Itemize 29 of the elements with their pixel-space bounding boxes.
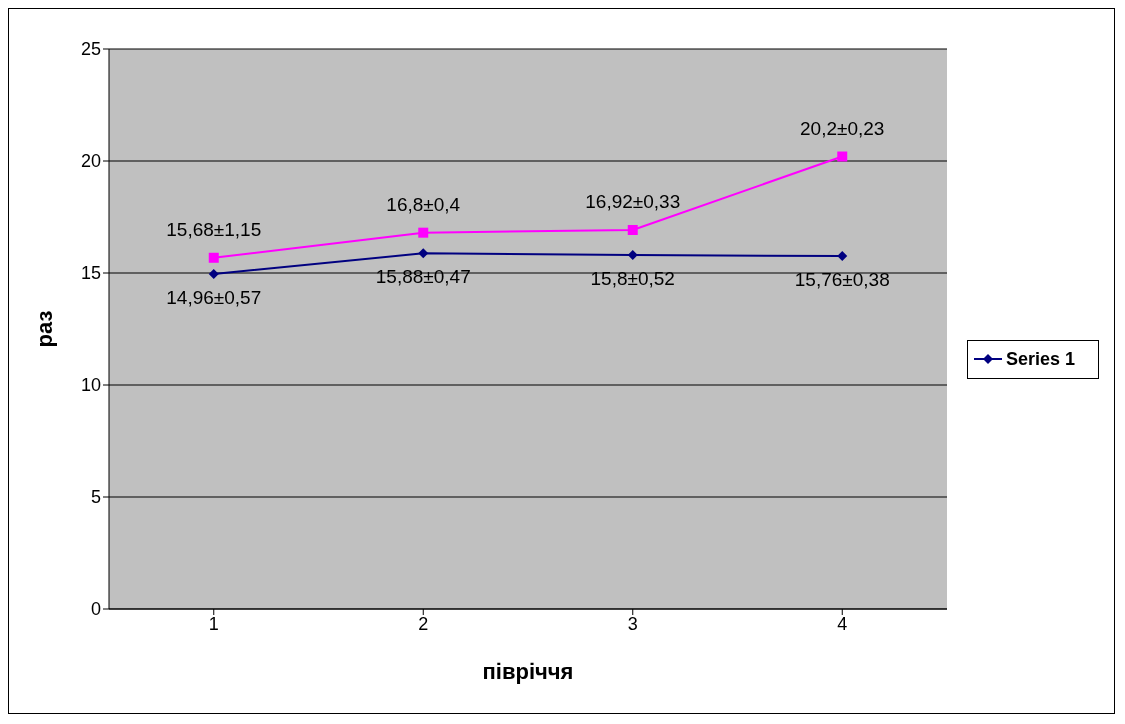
y-tick-label: 15 xyxy=(80,263,101,284)
point xyxy=(837,250,848,261)
y-tick-label: 25 xyxy=(80,39,101,60)
x-tick-label: 3 xyxy=(627,613,638,634)
data-label: 16,8±0,4 xyxy=(386,193,461,215)
x-axis-title: півріччя xyxy=(482,659,574,684)
point xyxy=(627,224,638,235)
data-label: 16,92±0,33 xyxy=(585,190,681,212)
y-tick-label: 0 xyxy=(90,599,101,620)
point xyxy=(418,227,429,238)
y-tick-label: 20 xyxy=(80,151,101,172)
legend-label: Series 1 xyxy=(1006,348,1076,370)
data-label: 15,88±0,47 xyxy=(375,266,471,288)
point xyxy=(837,151,848,162)
point xyxy=(627,250,638,261)
y-axis-title: раз xyxy=(31,310,57,348)
data-label: 20,2±0,23 xyxy=(800,117,885,139)
data-label: 15,76±0,38 xyxy=(794,268,890,290)
x-tick-label: 1 xyxy=(208,613,219,634)
data-label: 15,68±1,15 xyxy=(166,218,262,240)
data-label: 15,8±0,52 xyxy=(590,268,675,290)
x-tick-label: 2 xyxy=(418,613,429,634)
point xyxy=(208,268,219,279)
data-label: 14,96±0,57 xyxy=(166,286,262,308)
y-tick-label: 10 xyxy=(80,375,101,396)
point xyxy=(418,248,429,259)
point xyxy=(208,252,219,263)
y-tick-label: 5 xyxy=(90,487,101,508)
x-tick-label: 4 xyxy=(837,613,848,634)
